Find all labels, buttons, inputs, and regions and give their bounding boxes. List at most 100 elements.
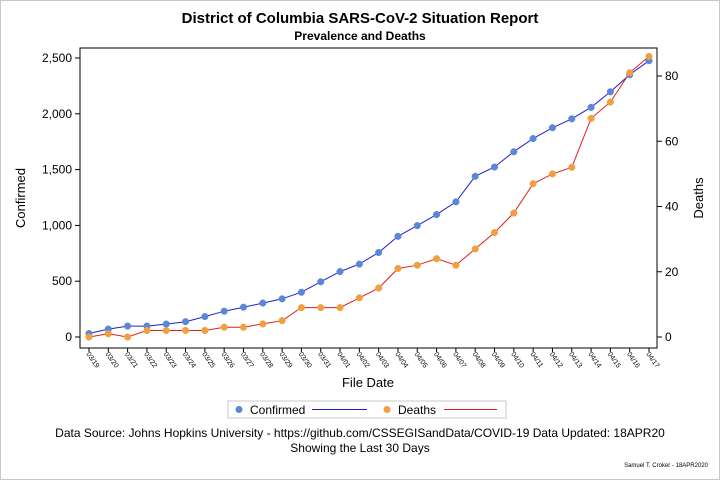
deaths-point — [297, 304, 305, 312]
x-tick-label: 04/15 — [606, 351, 622, 369]
deaths-point — [587, 114, 595, 122]
deaths-point — [529, 180, 537, 188]
x-tick-label: 04/17 — [644, 351, 660, 369]
legend-confirmed-label: Confirmed — [250, 403, 305, 417]
y-tick-label-left: 1,500 — [42, 163, 72, 177]
deaths-point — [510, 209, 518, 217]
data-source-footnote: Data Source: Johns Hopkins University - … — [55, 426, 665, 440]
deaths-point — [548, 170, 556, 178]
x-tick-label: 03/29 — [277, 351, 293, 369]
deaths-point — [433, 255, 441, 263]
y-axis-left: 0 500 1,000 1,500 2,000 2,500 — [42, 51, 80, 344]
confirmed-point — [433, 211, 441, 219]
confirmed-point — [375, 248, 383, 257]
x-axis: 03/19 03/20 03/21 03/22 03/23 03/24 03/25 03/26… — [84, 348, 660, 370]
deaths-point — [317, 304, 325, 312]
confirmed-point — [471, 172, 479, 180]
y-tick-label-left: 1,000 — [42, 218, 72, 232]
deaths-point — [182, 326, 190, 335]
x-tick-label: 04/12 — [548, 351, 564, 369]
confirmed-point — [452, 198, 460, 206]
x-axis-title: File Date — [342, 375, 394, 390]
deaths-point — [413, 261, 421, 269]
y-tick-label-left: 2,500 — [42, 51, 72, 65]
deaths-point — [220, 323, 228, 331]
confirmed-point — [394, 232, 402, 240]
x-tick-label: 03/25 — [200, 351, 216, 369]
x-tick-label: 04/13 — [567, 351, 583, 369]
deaths-point — [645, 52, 653, 60]
plot-area — [79, 47, 658, 349]
deaths-point — [471, 245, 479, 253]
legend-deaths-marker — [383, 406, 391, 413]
x-tick-label: 03/20 — [104, 351, 120, 369]
x-tick-label: 04/02 — [355, 351, 371, 369]
x-tick-label: 04/10 — [509, 351, 525, 369]
x-tick-label: 04/11 — [528, 351, 544, 369]
plot-border — [79, 47, 658, 349]
y-tick-label-left: 2,000 — [42, 107, 72, 121]
x-tick-label: 04/05 — [413, 351, 429, 369]
deaths-point — [124, 333, 132, 341]
x-tick-label: 04/07 — [451, 351, 467, 369]
x-tick-label: 03/31 — [316, 351, 332, 369]
deaths-point — [452, 261, 460, 269]
x-tick-label: 04/08 — [471, 351, 487, 369]
deaths-point — [336, 304, 344, 312]
y-tick-label-left: 0 — [65, 330, 72, 344]
y-tick-label-right: 60 — [665, 134, 679, 148]
deaths-point — [201, 326, 209, 335]
deaths-point — [394, 264, 402, 273]
x-tick-label: 03/24 — [181, 351, 197, 369]
confirmed-point — [413, 222, 421, 230]
deaths-point — [278, 317, 286, 325]
x-tick-label: 04/04 — [393, 351, 409, 369]
confirmed-point — [220, 307, 228, 315]
deaths-point — [626, 69, 634, 77]
y-tick-label-left: 500 — [52, 274, 72, 288]
deaths-point — [355, 294, 363, 302]
y-tick-label-right: 0 — [665, 330, 672, 344]
deaths-point — [85, 333, 93, 341]
x-tick-label: 03/30 — [297, 351, 313, 369]
x-tick-label: 04/03 — [374, 351, 390, 369]
deaths-line — [88, 56, 650, 338]
confirmed-point — [201, 313, 209, 321]
y-axis-title-left: Confirmed — [13, 168, 28, 228]
x-tick-label: 04/16 — [625, 351, 641, 369]
legend-deaths-label: Deaths — [398, 403, 436, 417]
y-tick-label-right: 80 — [665, 69, 679, 83]
series-points — [85, 52, 653, 341]
confirmed-point — [568, 115, 576, 123]
y-tick-label-right: 20 — [665, 265, 679, 279]
y-axis-title-right: Deaths — [691, 177, 706, 219]
x-tick-label: 03/27 — [239, 351, 255, 369]
legend-box — [227, 400, 507, 419]
confirmed-point — [124, 322, 132, 330]
confirmed-point — [239, 303, 248, 311]
deaths-point — [239, 323, 248, 331]
confirmed-point — [529, 135, 537, 143]
chart-subtitle: Prevalence and Deaths — [294, 29, 426, 43]
legend: Confirmed Deaths — [227, 400, 507, 419]
x-tick-label: 04/14 — [586, 351, 602, 369]
confirmed-point — [182, 318, 190, 326]
series-lines — [88, 56, 650, 338]
deaths-point — [568, 163, 576, 171]
x-tick-label: 04/01 — [335, 351, 351, 369]
confirmed-point — [297, 288, 305, 296]
confirmed-point — [355, 260, 363, 268]
x-tick-label: 03/23 — [162, 351, 178, 369]
y-axis-right: 0 20 40 60 80 — [657, 69, 679, 344]
chart-title: District of Columbia SARS-CoV-2 Situatio… — [181, 10, 539, 27]
author-signature: Samuel T. Croker - 18APR2020 — [624, 463, 708, 469]
range-footnote: Showing the Last 30 Days — [290, 441, 430, 455]
deaths-point — [259, 320, 267, 328]
x-tick-label: 03/28 — [258, 351, 274, 369]
deaths-point — [606, 98, 614, 106]
x-tick-label: 04/06 — [432, 351, 448, 369]
confirmed-point — [587, 103, 595, 111]
confirmed-point — [510, 148, 518, 156]
x-tick-label: 03/19 — [84, 351, 100, 369]
